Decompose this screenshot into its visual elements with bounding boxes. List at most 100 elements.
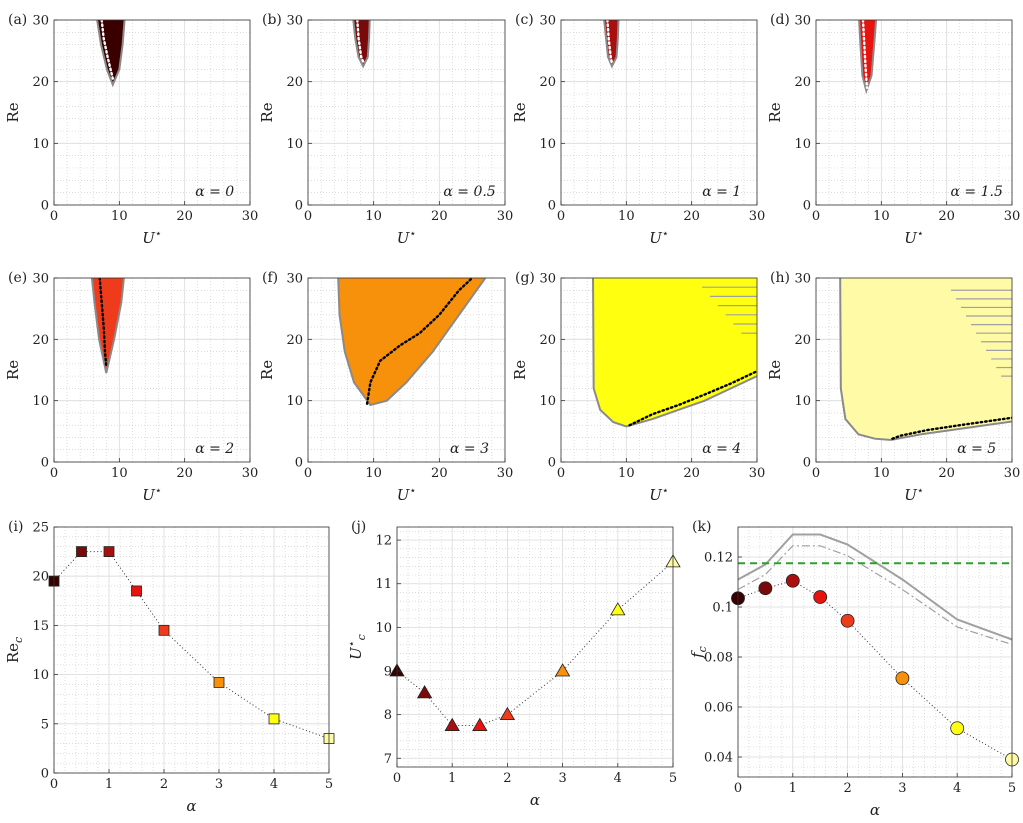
y-axis-label-subscript: c [355,634,368,640]
onset-curve [891,416,1012,440]
x-axis-label: U⋆ [142,484,162,504]
y-tick-label: 0 [295,199,303,214]
panel-label: (d) [770,12,790,28]
data-point-square [158,624,170,636]
region-boundary-line [96,20,126,88]
panel-k: 0 1 2 3 4 5 0.04 0.06 0.08 0.1 0.12 (k) α fc [688,519,1019,819]
x-tick-label: 2 [503,771,511,786]
x-axis-label-star: ⋆ [917,227,924,240]
y-axis-label: Re [4,360,22,380]
y-axis-label-base: Re [4,102,22,122]
grid [53,526,330,774]
x-tick-label: 20 [683,466,700,481]
data-point-square [268,713,280,725]
panel-label: (k) [692,519,711,535]
y-axis-label: Re [766,360,784,380]
axes-frame [815,277,1013,463]
y-axis-label: U⋆c [345,634,368,660]
y-tick-label: 20 [286,75,303,90]
x-axis-label: U⋆ [649,227,669,247]
y-tick-label: 20 [32,333,49,348]
x-tick-label: 2 [160,777,168,792]
x-tick-label: 30 [242,466,259,481]
y-axis-label-subscript: c [12,637,25,643]
axes-frame [53,526,330,774]
x-tick-label: 10 [365,209,382,224]
y-tick-label: 0 [548,199,556,214]
alpha-annotation: α = 0.5 [443,184,495,200]
data-point-circle [758,581,773,596]
data-point-triangle [472,717,488,731]
data-point-circle [785,573,800,588]
reference-line-solid-gray [738,533,1012,641]
region-boundary-line [839,278,1012,441]
y-tick-label: 30 [32,272,49,287]
grid [815,19,1013,206]
x-tick-label: 10 [873,209,890,224]
data-point-triangle [444,717,460,731]
x-tick-label: 20 [683,209,700,224]
y-tick-label: 10 [32,394,49,409]
data-point-circle [840,613,855,628]
region-boundary-line [603,20,620,69]
y-tick-label: 0 [41,199,49,214]
y-tick-label: 8 [384,708,392,723]
y-tick-label: 20 [539,75,556,90]
y-tick-label: 20 [32,75,49,90]
y-tick-label: 30 [794,14,811,29]
panel-label: (j) [351,519,366,535]
data-point-square [131,585,142,597]
data-point-circle [950,721,965,736]
x-tick-label: 1 [789,781,797,796]
alpha-annotation: α = 0 [195,184,234,200]
instability-region [338,278,486,405]
x-tick-label: 5 [325,777,333,792]
x-tick-label: 20 [431,209,448,224]
y-tick-label: 10 [794,137,811,152]
y-tick-label: 0.04 [704,751,733,766]
grid [737,526,1013,778]
axes-frame [53,19,251,206]
instability-region [353,20,370,67]
data-point-square [76,546,87,557]
y-axis-label-base: Re [258,360,276,380]
x-tick-label: 4 [614,771,622,786]
data-point-circle [895,671,910,686]
data-point-triangle [554,663,571,677]
y-tick-label: 20 [539,333,556,348]
y-tick-label: 20 [794,333,811,348]
x-tick-label: 10 [618,466,635,481]
y-axis-label-base: f [688,650,706,659]
panel-i: 0 1 2 3 4 5 0 5 10 15 20 25 (i) α Rec [4,519,335,815]
y-tick-label: 0 [41,767,49,782]
axes-frame [307,277,506,463]
x-tick-label: 0 [50,209,58,224]
connector-line [53,551,330,740]
y-tick-label: 9 [384,665,392,680]
x-axis-label: U⋆ [904,484,924,504]
region-boundary-line [337,278,487,407]
x-tick-label: 5 [669,771,677,786]
y-tick-label: 10 [32,137,49,152]
y-axis-label: Re [766,102,784,122]
y-tick-label: 12 [375,534,392,549]
x-tick-label: 10 [873,466,890,481]
x-axis-label: U⋆ [649,484,669,504]
connector-line [737,580,1013,760]
y-tick-label: 30 [794,272,811,287]
y-axis-label: Re [511,360,529,380]
x-tick-label: 10 [618,209,635,224]
onset-curve [861,20,869,90]
alpha-annotation: α = 1.5 [951,184,1003,200]
grid [53,277,251,463]
y-axis-label-base: Re [766,102,784,122]
x-tick-label: 10 [111,466,128,481]
x-axis-label: U⋆ [142,227,162,247]
data-point-triangle [499,706,516,721]
y-tick-label: 20 [286,333,303,348]
x-axis-label: α [186,797,196,815]
x-tick-label: 20 [938,466,955,481]
panel-label: (a) [8,12,27,28]
x-tick-label: 2 [843,781,851,796]
